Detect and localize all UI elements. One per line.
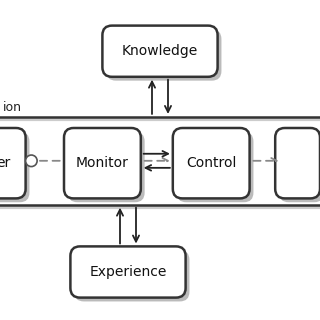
FancyBboxPatch shape (106, 29, 221, 81)
FancyBboxPatch shape (173, 128, 250, 198)
FancyBboxPatch shape (74, 250, 189, 301)
Text: Control: Control (186, 156, 236, 170)
Text: Monitor: Monitor (76, 156, 129, 170)
FancyBboxPatch shape (0, 128, 26, 198)
FancyBboxPatch shape (0, 132, 29, 202)
Text: er: er (0, 156, 10, 170)
Text: Knowledge: Knowledge (122, 44, 198, 58)
FancyBboxPatch shape (177, 132, 253, 202)
FancyBboxPatch shape (275, 128, 320, 198)
FancyBboxPatch shape (68, 132, 145, 202)
Circle shape (26, 155, 37, 166)
FancyBboxPatch shape (102, 26, 218, 77)
FancyBboxPatch shape (279, 132, 320, 202)
Text: Experience: Experience (89, 265, 167, 279)
Text: ion: ion (3, 100, 22, 114)
FancyBboxPatch shape (64, 128, 141, 198)
FancyBboxPatch shape (70, 246, 186, 298)
